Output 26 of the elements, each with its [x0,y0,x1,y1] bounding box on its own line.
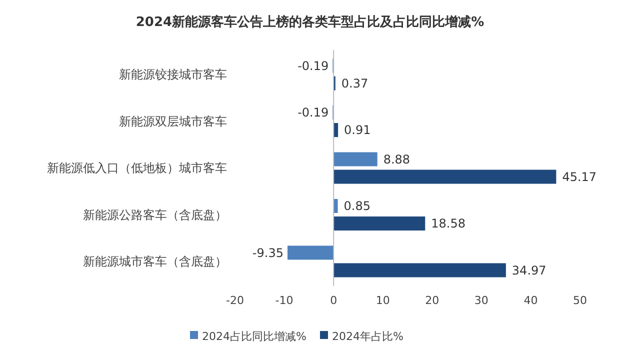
data-label: 45.17 [562,170,597,184]
chart-title: 2024新能源客车公告上榜的各类车型占比及占比同比增减% [136,14,484,30]
data-label: 0.91 [344,123,371,138]
y-tick-label: 新能源铰接城市客车 [119,68,227,82]
x-tick-label: -20 [226,294,244,307]
x-tick-label: 20 [425,294,440,307]
data-label: 8.88 [383,152,410,166]
y-tick-label: 新能源低入口（低地板）城市客车 [47,161,227,176]
data-label: 18.58 [431,216,466,231]
y-tick-label: 新能源城市客车（含底盘） [83,254,227,269]
x-tick-label: 30 [474,294,488,307]
x-tick-label: 40 [524,294,538,307]
x-tick-label: 50 [573,294,587,307]
data-label: 34.97 [512,263,546,278]
x-tick-label: 0 [330,294,338,307]
y-tick-label: 新能源公路客车（含底盘） [83,208,227,222]
data-label: -0.19 [298,58,329,73]
data-label: 0.37 [341,76,368,90]
legend-label: 2024年占比% [332,330,404,343]
y-tick-label: 新能源双层城市客车 [119,114,227,128]
x-tick-label: -10 [275,294,294,307]
data-label: -9.35 [252,246,284,260]
data-label: -0.19 [298,106,329,120]
x-tick-label: 10 [376,294,390,307]
legend-label: 2024占比同比增减% [202,330,306,343]
data-label: 0.85 [344,199,370,214]
